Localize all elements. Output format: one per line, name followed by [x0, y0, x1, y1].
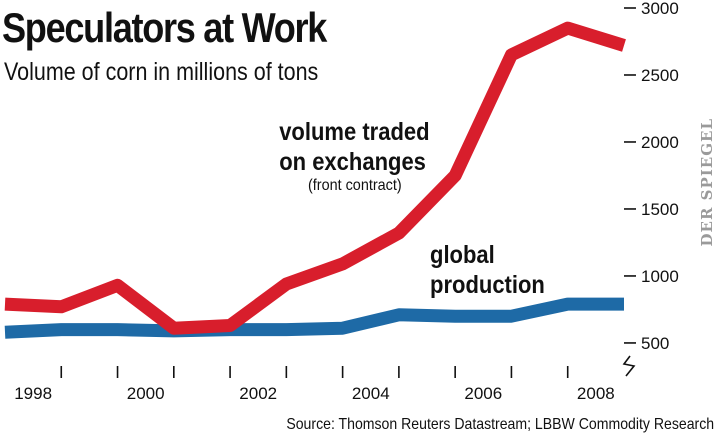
source-note: Source: Thomson Reuters Datastream; LBBW… — [286, 416, 714, 433]
series-line-global-production — [4, 297, 624, 339]
series-line-volume-traded — [4, 21, 626, 335]
x-tick-label: 2000 — [127, 384, 165, 403]
y-tick-label: 1500 — [641, 200, 679, 219]
label-volume-line2: on exchanges — [279, 148, 426, 176]
x-tick-label: 2008 — [577, 384, 615, 403]
y-tick-label: 1000 — [641, 267, 679, 286]
y-tick-label: 3000 — [641, 0, 679, 18]
label-volume-line1: volume traded — [279, 118, 430, 146]
chart-subtitle: Volume of corn in millions of tons — [4, 58, 319, 86]
axis-break-mark — [622, 355, 636, 377]
axis-break-icon — [622, 355, 636, 377]
y-tick-label: 2500 — [641, 66, 679, 85]
x-tick-label: 2002 — [239, 384, 277, 403]
x-axis: 1998 2000 2002 2004 2006 2008 — [14, 366, 615, 403]
label-front-contract: (front contract) — [308, 177, 402, 194]
y-tick-label: 500 — [641, 334, 669, 353]
x-tick-label: 1998 — [14, 384, 52, 403]
y-tick-label: 2000 — [641, 133, 679, 152]
x-tick-label: 2006 — [464, 384, 502, 403]
label-volume-traded: volume traded on exchanges — [279, 117, 430, 177]
chart-title: Speculators at Work — [2, 4, 327, 51]
label-global-production: global production — [430, 240, 545, 300]
y-axis: 3000 2500 2000 1500 1000 500 — [624, 0, 679, 353]
credit-der-spiegel: DER SPIEGEL — [698, 118, 716, 247]
label-global-line2: production — [430, 271, 545, 299]
x-tick-label: 2004 — [352, 384, 390, 403]
label-global-line1: global — [430, 241, 495, 269]
